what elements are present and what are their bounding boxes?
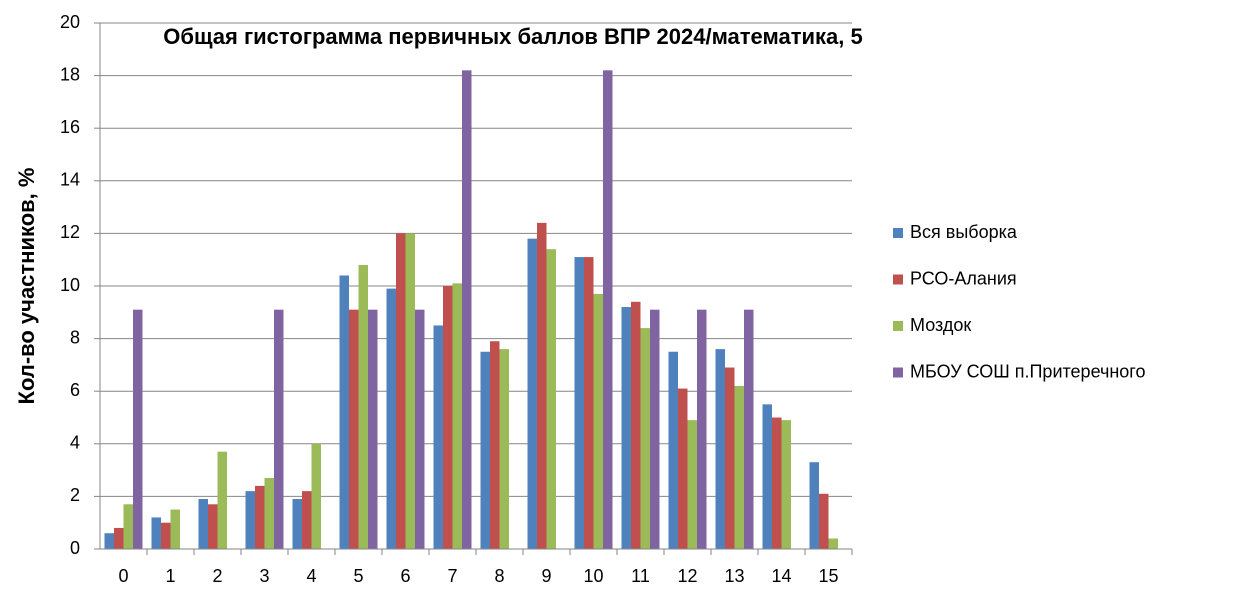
y-tick-label: 12 xyxy=(60,222,80,242)
bar xyxy=(537,222,547,549)
bar xyxy=(452,283,462,549)
y-tick-label: 0 xyxy=(70,538,80,558)
bar xyxy=(198,499,208,549)
legend-swatch xyxy=(893,228,903,238)
bar xyxy=(170,509,180,549)
bar xyxy=(715,349,725,549)
bar xyxy=(255,485,265,549)
y-tick-label: 18 xyxy=(60,64,80,84)
y-tick-label: 14 xyxy=(60,170,80,190)
bar xyxy=(490,341,500,549)
bar xyxy=(584,257,594,549)
bar xyxy=(819,493,829,549)
x-tick-label: 3 xyxy=(259,566,269,586)
bar xyxy=(415,309,425,549)
x-tick-label: 15 xyxy=(818,566,838,586)
bar xyxy=(687,420,697,549)
bar xyxy=(104,533,114,549)
y-tick-label: 4 xyxy=(70,433,80,453)
bar xyxy=(151,517,161,549)
bar xyxy=(603,70,613,549)
y-axis-label: Кол-во участников, % xyxy=(14,168,39,405)
bar xyxy=(650,309,660,549)
bar xyxy=(546,249,556,549)
y-tick-label: 6 xyxy=(70,380,80,400)
bar xyxy=(349,309,359,549)
y-tick-label: 10 xyxy=(60,275,80,295)
bar xyxy=(217,451,227,549)
bar xyxy=(593,293,603,549)
bar xyxy=(574,257,584,549)
x-tick-label: 5 xyxy=(353,566,363,586)
bar xyxy=(631,301,641,549)
legend-swatch xyxy=(893,321,903,331)
bar xyxy=(734,385,744,549)
y-tick-label: 20 xyxy=(60,12,80,32)
bar xyxy=(114,527,124,549)
bar xyxy=(302,491,312,549)
legend-swatch xyxy=(893,274,903,285)
bar xyxy=(161,522,171,549)
bar xyxy=(772,417,782,549)
bar xyxy=(621,307,631,549)
bar xyxy=(386,288,396,549)
x-tick-label: 9 xyxy=(541,566,551,586)
legend-label: Моздок xyxy=(910,315,971,335)
bar xyxy=(762,404,772,549)
bar xyxy=(668,351,678,549)
x-tick-label: 4 xyxy=(306,566,316,586)
bar xyxy=(396,233,406,549)
x-tick-label: 10 xyxy=(583,566,603,586)
x-tick-label: 6 xyxy=(400,566,410,586)
bar xyxy=(527,238,537,549)
bar xyxy=(480,351,490,549)
bar xyxy=(405,233,415,549)
y-tick-label: 16 xyxy=(60,117,80,137)
bar xyxy=(264,477,274,549)
chart-title: Общая гистограмма первичных баллов ВПР 2… xyxy=(163,24,862,49)
bar xyxy=(245,491,255,549)
bar xyxy=(443,286,453,549)
bar xyxy=(358,264,368,549)
x-tick-label: 2 xyxy=(212,566,222,586)
legend-label: РСО-Алания xyxy=(910,268,1017,288)
x-tick-label: 13 xyxy=(724,566,744,586)
bar xyxy=(725,367,735,549)
x-tick-label: 1 xyxy=(165,566,175,586)
x-tick-label: 11 xyxy=(631,566,650,586)
x-tick-label: 0 xyxy=(118,566,128,586)
legend-label: МБОУ СОШ п.Притеречного xyxy=(910,361,1146,381)
bar xyxy=(809,462,819,549)
bar xyxy=(339,275,349,549)
x-tick-label: 7 xyxy=(447,566,457,586)
bar xyxy=(311,443,321,549)
bar xyxy=(640,328,650,549)
x-tick-label: 8 xyxy=(494,566,504,586)
bar xyxy=(368,309,378,549)
y-tick-label: 8 xyxy=(70,327,80,347)
x-tick-label: 12 xyxy=(677,566,697,586)
bar xyxy=(697,309,707,549)
y-tick-label: 2 xyxy=(70,485,80,505)
x-tick-label: 14 xyxy=(771,566,791,586)
bar xyxy=(499,349,509,549)
bar xyxy=(274,309,284,549)
bar xyxy=(433,325,443,549)
legend-swatch xyxy=(893,367,903,378)
bar xyxy=(462,70,472,549)
bar xyxy=(781,420,791,549)
legend-label: Вся выборка xyxy=(910,222,1018,242)
bar xyxy=(133,309,143,549)
bar xyxy=(744,309,754,549)
bar xyxy=(123,504,133,549)
bar xyxy=(828,538,838,549)
bar xyxy=(208,504,218,549)
bar xyxy=(292,499,302,549)
bar xyxy=(678,388,688,549)
